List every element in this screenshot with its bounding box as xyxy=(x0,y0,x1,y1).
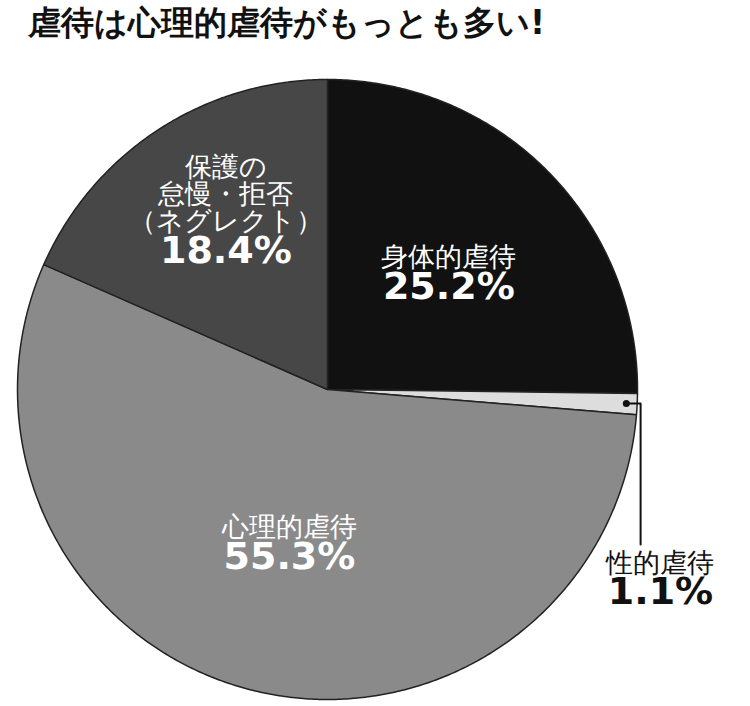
html-text:虐待は心理的虐待がもっとも多い!: 虐待は心理的虐待がもっとも多い! xyxy=(28,3,546,42)
svg-text:1.1%: 1.1% xyxy=(608,569,713,613)
svg-text:身体的虐待: 身体的虐待 xyxy=(381,240,517,272)
svg-text:18.4%: 18.4% xyxy=(160,228,292,272)
svg-text:25.2%: 25.2% xyxy=(383,264,515,308)
svg-text:保護の怠慢・拒否（ネグレクト）: 保護の怠慢・拒否（ネグレクト） xyxy=(129,151,323,236)
svg-text:心理的虐待: 心理的虐待 xyxy=(221,510,357,542)
svg-text:55.3%: 55.3% xyxy=(224,534,356,578)
svg-text:性的虐待: 性的虐待 xyxy=(606,546,715,578)
